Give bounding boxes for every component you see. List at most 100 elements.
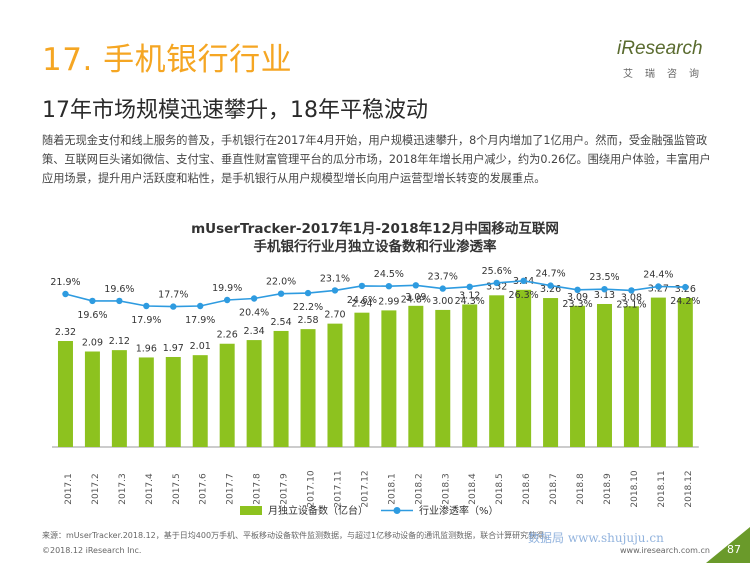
x-tick-label: 2017.10 [307,470,317,507]
bar [246,340,262,447]
x-tick-label: 2017.7 [226,473,236,505]
x-tick-label: 2018.12 [684,470,694,507]
rate-point [358,282,366,290]
rate-value-label: 24.7% [535,269,565,280]
rate-value-label: 22.0% [266,277,296,288]
rate-point [574,286,581,293]
x-tick-label: 2017.8 [253,473,263,505]
rate-point [493,279,500,287]
bar-value-label: 2.26 [217,330,238,341]
x-tick-label: 2018.4 [468,473,478,505]
x-tick-label: 2017.12 [360,470,370,507]
page-subtitle: 17年市场规模迅速攀升，18年平稳波动 [42,98,428,123]
bar-value-label: 3.12 [459,290,480,301]
corner-decoration [706,527,750,563]
rate-value-label: 24.2% [670,296,700,307]
bar-value-label: 2.01 [190,341,211,352]
x-tick-label: 2017.9 [280,473,290,505]
x-tick-label: 2017.6 [199,473,209,505]
x-tick-label: 2018.8 [576,473,586,505]
x-tick-label: 2017.2 [91,473,101,505]
rate-value-label: 23.3% [562,299,592,310]
rate-line [65,279,686,308]
bar-value-label: 2.12 [109,336,130,347]
bar-value-label: 2.54 [270,317,291,328]
legend-line-marker [393,507,401,514]
rate-point [412,282,420,289]
rate-point [331,287,339,294]
rate-value-label: 23.5% [589,272,619,283]
logo-subtext: 艾瑞咨询 [623,69,711,80]
legend-bar-label: 月独立设备数（亿台） [268,504,368,517]
rate-value-label: 22.2% [293,302,323,313]
bar [596,303,612,447]
chart-subtitle: 手机银行行业月独立设备数和行业渗透率 [253,239,497,255]
rate-value-label: 24.6% [347,295,377,306]
x-tick-label: 2018.2 [414,473,424,505]
rate-point [116,297,123,305]
bar-value-label: 2.09 [82,338,103,349]
rate-value-label: 19.9% [212,283,242,294]
bar-value-label: 3.09 [567,292,588,303]
bar [650,297,666,447]
x-tick-label: 2018.7 [549,473,559,505]
rate-value-label: 24.4% [643,270,673,281]
bar [435,309,451,447]
x-tick-label: 2017.4 [145,473,155,505]
bar [570,305,586,447]
rate-point [89,297,96,305]
iresearch-logo: iResearch 艾瑞咨询 [617,38,713,82]
bar-value-label: 2.70 [324,310,345,321]
rate-point [62,290,69,298]
rate-value-label: 24.8% [401,294,431,305]
x-tick-label: 2018.9 [603,473,613,505]
rate-point [466,283,473,290]
x-tick-label: 2018.6 [522,473,532,505]
x-tick-label: 2017.3 [118,473,128,505]
rate-value-label: 23.1% [320,273,350,284]
rate-value-label: 17.9% [131,315,161,326]
rate-value-label: 26.3% [509,290,539,301]
x-tick-label: 2018.11 [657,470,667,507]
rate-value-label: 25.6% [482,266,512,277]
bar-value-label: 1.97 [163,343,184,354]
bar [462,304,478,447]
rate-point [628,287,635,294]
bar-value-label: 2.34 [244,326,265,337]
bar [219,343,235,447]
rate-value-label: 19.6% [104,284,134,295]
bar [354,312,370,447]
rate-value-label: 19.6% [77,310,107,321]
rate-point [277,290,285,297]
bar-value-label: 2.58 [297,315,318,326]
bar [516,289,532,447]
bar [138,357,154,447]
rate-value-label: 20.4% [239,308,269,319]
rate-value-label: 21.9% [50,277,80,288]
rate-point [439,285,446,292]
rate-value-label: 23.7% [428,272,458,283]
bar [273,330,289,447]
x-tick-label: 2018.10 [630,470,640,507]
bar [300,329,316,447]
bar [677,298,693,447]
chart-title: mUserTracker-2017年1月-2018年12月中国移动互联网 [191,221,559,237]
bar [84,351,100,447]
x-tick-label: 2018.1 [387,473,397,505]
bar-value-label: 2.94 [351,299,372,310]
bar-value-label: 3.00 [432,296,453,307]
rate-point [197,302,204,310]
bar [489,295,505,447]
bar-value-label: 2.32 [55,327,76,338]
bar [57,341,73,447]
bar [111,350,127,447]
bar [192,355,208,447]
rate-point [655,283,662,290]
website-url: www.iresearch.com.cn [620,546,710,555]
bar-value-label: 3.13 [594,290,615,301]
rate-point [223,296,231,304]
page-number: 87 [727,543,741,556]
legend-bar-swatch [240,506,262,515]
copyright: ©2018.12 iResearch Inc. [42,546,142,555]
bar-value-label: 1.96 [136,343,157,354]
